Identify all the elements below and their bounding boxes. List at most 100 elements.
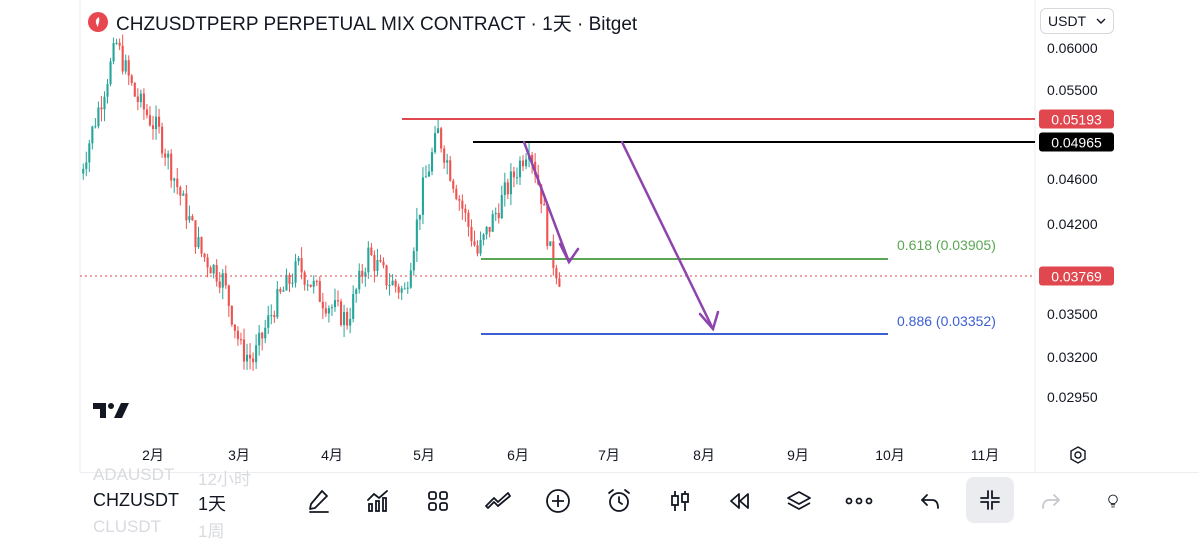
candle-body (546, 205, 549, 246)
candle-body (421, 177, 424, 215)
candle-body (497, 212, 500, 219)
redo-button[interactable] (1031, 483, 1071, 519)
candle-body (227, 285, 230, 306)
candle-body (242, 339, 246, 362)
candle-body (309, 284, 312, 287)
candle-body (291, 282, 294, 284)
candle-body (503, 182, 506, 195)
candle-body (303, 272, 306, 285)
candle-body (406, 287, 409, 289)
candle-body (355, 289, 358, 294)
candle-body (297, 258, 300, 262)
candle-body (479, 239, 482, 254)
month-label: 2月 (142, 447, 164, 463)
candle-body (203, 253, 206, 258)
layouts-button[interactable] (418, 483, 458, 519)
candle-body (200, 237, 203, 254)
candle-body (127, 60, 130, 76)
month-label: 6月 (507, 447, 529, 463)
candle-body (367, 247, 370, 273)
chart-title: CHZUSDTPERP PERPETUAL MIX CONTRACT · 1天 … (116, 13, 638, 35)
arrow-2[interactable] (620, 140, 720, 332)
candle-body (255, 345, 258, 363)
candle-body (282, 290, 285, 292)
candle-body (440, 128, 443, 149)
settings-icon[interactable] (1068, 445, 1088, 465)
ghost-interval-below: 1周 (198, 522, 225, 541)
symbol-selector[interactable]: CHZUSDT (93, 490, 179, 510)
add-button[interactable] (538, 483, 578, 519)
red-level-badge: 0.05193 (1039, 109, 1114, 129)
layers-button[interactable] (779, 483, 819, 519)
strategy-icon (485, 492, 511, 509)
month-label: 4月 (321, 447, 343, 463)
more-button[interactable] (839, 483, 879, 519)
candle-body (382, 261, 385, 266)
candle-body (194, 220, 197, 248)
candle-body (494, 212, 497, 215)
candle-body (285, 274, 288, 291)
price-tick: 0.04200 (1047, 216, 1098, 232)
alert-button[interactable] (599, 483, 639, 519)
candle-body (264, 327, 267, 339)
candle-body (321, 301, 324, 309)
collapse-icon (980, 490, 1000, 510)
candle-body (488, 226, 491, 232)
candle-body (540, 184, 543, 204)
bitget-logo-icon (88, 12, 108, 32)
undo-button[interactable] (910, 483, 950, 519)
candle-body (506, 182, 509, 195)
interval-selector[interactable]: 1天 (198, 494, 227, 514)
month-label: 11月 (970, 447, 1000, 463)
candle-body (294, 261, 297, 283)
more-icon (845, 497, 873, 505)
candle-body (164, 153, 167, 158)
strategy-button[interactable] (478, 483, 518, 519)
candle-body (182, 193, 185, 196)
candle-body (236, 330, 239, 340)
candle-body (215, 265, 218, 282)
current-price-badge: 0.03769 (1039, 266, 1114, 286)
candle-body (361, 270, 364, 277)
replay-button[interactable] (719, 483, 759, 519)
chart-header: CHZUSDTPERP PERPETUAL MIX CONTRACT · 1天 … (88, 8, 637, 36)
candle-body (388, 285, 391, 287)
candle-body (364, 272, 367, 277)
add-icon (546, 489, 570, 513)
candle-body (88, 143, 91, 163)
candle-body (376, 260, 379, 271)
month-label: 5月 (413, 447, 435, 463)
candle-type-button[interactable] (660, 483, 700, 519)
candle-body (94, 126, 97, 128)
candle-body (333, 300, 337, 308)
candle-body (455, 188, 458, 200)
ideas-button[interactable] (1106, 483, 1120, 519)
undo-icon (921, 494, 939, 509)
candle-body (370, 247, 373, 256)
candle-body (403, 288, 406, 290)
candle-body (443, 148, 446, 163)
candle-body (430, 152, 434, 172)
candle-body (273, 315, 276, 318)
candle-body (346, 311, 349, 326)
candle-body (118, 42, 121, 46)
currency-selector[interactable]: USDT (1040, 8, 1114, 34)
indicators-button[interactable] (358, 483, 398, 519)
candle-body (491, 214, 494, 232)
drawing-pen-button[interactable] (299, 483, 339, 519)
candle-body (218, 281, 221, 288)
candle-body (509, 171, 512, 195)
candle-body (197, 237, 200, 248)
price-tick: 0.04600 (1047, 171, 1098, 187)
collapse-button[interactable] (966, 477, 1014, 523)
candle-body (464, 208, 467, 213)
candle-body (482, 234, 485, 240)
candle-body (409, 270, 412, 288)
arrow-1[interactable] (522, 140, 580, 265)
candle-body (385, 265, 388, 286)
bottom-toolbar: ADAUSDT 12小时 CLUSDT 1周 CHZUSDT 1天 (80, 465, 1199, 541)
candle-body (300, 258, 303, 273)
ghost-symbol-above: ADAUSDT (93, 465, 175, 484)
price-tick: 0.03200 (1047, 349, 1098, 365)
